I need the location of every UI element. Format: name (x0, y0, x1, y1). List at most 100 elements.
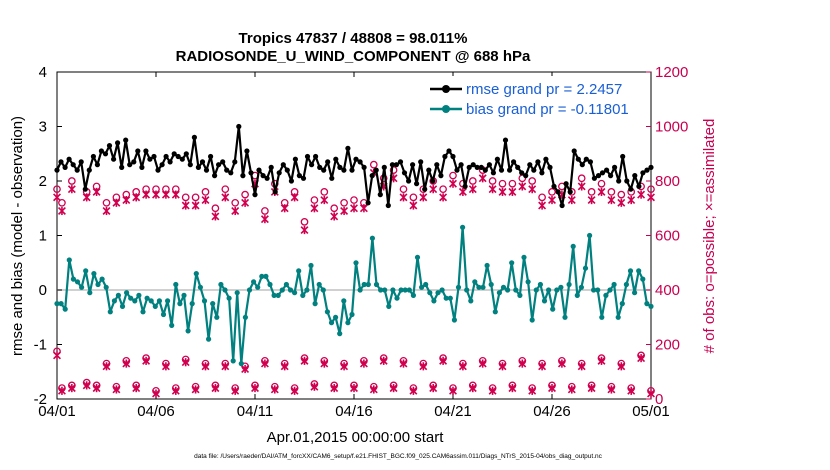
bias-point (201, 298, 208, 304)
x-tick-label: 04/26 (533, 403, 571, 420)
bias-point (546, 287, 552, 293)
plot-area (56, 71, 652, 400)
rmse-line (56, 125, 652, 207)
rmse-point (361, 164, 367, 170)
rmse-point (442, 153, 448, 160)
bias-point (107, 309, 113, 315)
y-right-tick-labels: 0 200 400 600 800 1000 1200 (655, 64, 688, 408)
obs-assimilated-marker (439, 356, 448, 365)
obs-assimilated-marker (359, 204, 368, 213)
obs-possible-marker (468, 177, 477, 185)
obs-assimilated-marker (587, 195, 596, 205)
rmse-point (244, 148, 250, 154)
bias-point (365, 281, 371, 288)
rmse-point (313, 153, 319, 160)
rmse-point (426, 167, 432, 173)
rmse-point (377, 192, 383, 198)
obs-assimilated-marker (488, 386, 497, 395)
bias-point (218, 281, 224, 288)
obs-assimilated-marker (251, 384, 259, 393)
obs-possible-marker (587, 188, 596, 196)
rmse-point (280, 162, 286, 168)
rmse-point (333, 156, 339, 162)
bias-point (587, 232, 593, 239)
rmse-point (434, 162, 440, 168)
obs-assimilated-marker (122, 195, 131, 205)
x-tick-label: 05/01 (632, 403, 670, 420)
bias-point (566, 281, 572, 288)
obs-assimilated-marker (310, 382, 319, 391)
bias-point (484, 262, 490, 269)
bias-point (382, 287, 388, 293)
obs-possible-marker (58, 198, 66, 207)
obs-assimilated-marker (478, 359, 487, 368)
bias-point (537, 281, 544, 288)
rmse-point (228, 170, 234, 176)
y-tick-label: -1 (34, 337, 47, 354)
bias-point (357, 287, 363, 293)
bias-point (619, 301, 625, 307)
bias-point (95, 281, 101, 288)
rmse-point (446, 148, 452, 154)
obs-possible-marker (577, 174, 586, 183)
rmse-point (337, 164, 343, 170)
bias-series (54, 224, 654, 367)
bias-point (505, 287, 511, 293)
rmse-point (341, 167, 347, 173)
rmse-point (385, 202, 391, 209)
rmse-point (70, 162, 76, 168)
y-tick-label: 0 (39, 282, 47, 299)
rmse-point (373, 167, 379, 173)
bias-point (492, 309, 498, 315)
rmse-point (175, 153, 181, 160)
obs-assimilated-marker (152, 389, 160, 398)
rmse-point (353, 156, 359, 162)
rmse-point (543, 156, 549, 162)
obs-assimilated-marker (508, 187, 517, 196)
bias-point (210, 301, 216, 307)
rmse-point (74, 167, 80, 173)
rmse-point (470, 162, 476, 168)
rmse-point (502, 137, 509, 143)
y-right-tick-label: 600 (655, 228, 680, 245)
rmse-point (123, 137, 129, 143)
obs-assimilated-marker (468, 185, 477, 194)
bias-point (111, 298, 117, 304)
bias-point (259, 273, 265, 279)
obs-assimilated-marker (310, 204, 319, 213)
bias-point (554, 287, 560, 293)
obs-assimilated-marker (241, 364, 250, 374)
obs-possible-marker (320, 188, 329, 196)
obs-assimilated-marker (528, 185, 537, 194)
obs-possible-marker (548, 188, 556, 196)
rmse-point (82, 186, 88, 192)
obs-assimilated-marker (132, 384, 141, 393)
obs-assimilated-marker (201, 195, 210, 205)
bias-point (132, 298, 138, 304)
obs-assimilated-marker (132, 193, 141, 202)
rmse-point (547, 164, 553, 170)
obs-assimilated-marker (161, 190, 170, 199)
rmse-point (575, 156, 581, 162)
obs-assimilated-marker (399, 359, 408, 368)
rmse-point (187, 162, 193, 168)
rmse-point (329, 175, 335, 181)
bias-point (279, 287, 285, 293)
obs-assimilated-marker (439, 193, 448, 202)
rmse-point (406, 178, 412, 184)
bias-point (246, 287, 253, 293)
obs-assimilated-marker (548, 195, 556, 205)
rmse-point (418, 159, 424, 165)
obs-assimilated-marker (647, 193, 655, 202)
bias-point (611, 281, 617, 288)
rmse-point (620, 153, 626, 160)
x-tick-label: 04/06 (137, 403, 175, 420)
rmse-point (98, 148, 104, 154)
obs-possible-marker (597, 179, 606, 188)
rmse-point (604, 167, 610, 173)
rmse-point (155, 167, 161, 173)
obs-assimilated-marker (637, 190, 646, 199)
bias-point (324, 309, 330, 315)
rmse-point (102, 151, 109, 157)
obs-possible-marker (508, 179, 517, 188)
